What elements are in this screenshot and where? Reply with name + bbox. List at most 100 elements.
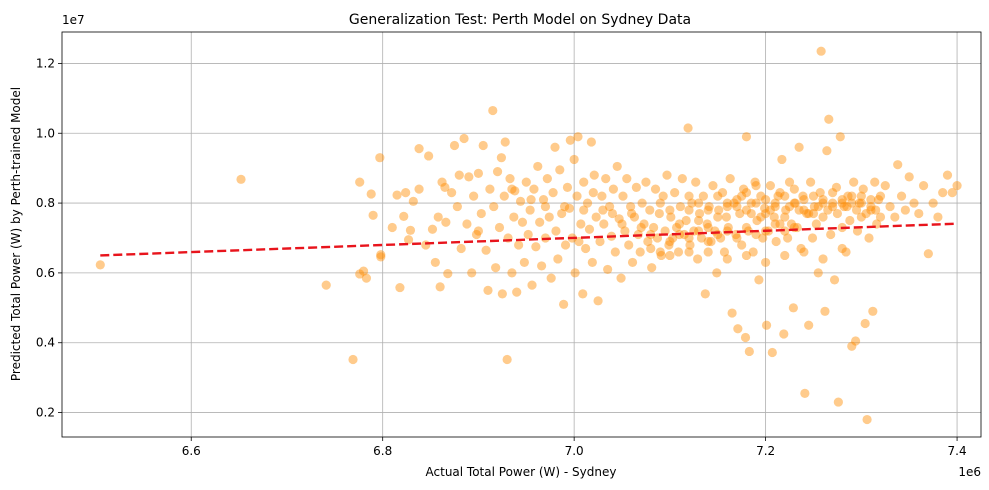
scatter-point (909, 198, 919, 208)
scatter-point (761, 320, 772, 330)
scatter-point (665, 250, 675, 261)
scatter-point (835, 132, 845, 142)
scatter-point (671, 222, 682, 233)
scatter-point (681, 215, 691, 226)
grid (62, 32, 981, 437)
scatter-point (537, 261, 547, 271)
scatter-point (617, 219, 627, 229)
x-axis-ticks: 6.6 6.8 7.0 7.2 7.4 (182, 437, 967, 458)
scatter-point (716, 233, 726, 243)
scatter-point (375, 153, 385, 163)
scatter-point (802, 208, 812, 219)
scatter-point (706, 236, 716, 247)
scatter-point (573, 132, 583, 142)
scatter-point (321, 280, 331, 290)
scatter-point (761, 194, 771, 205)
scatter-point (737, 191, 747, 201)
scatter-point (687, 198, 697, 208)
scatter-point (684, 191, 694, 201)
scatter-point (421, 240, 431, 250)
scatter-point (758, 233, 768, 243)
scatter-point (665, 236, 675, 247)
scatter-point (896, 191, 907, 201)
scatter-point (433, 212, 443, 222)
scatter-point (737, 240, 747, 250)
scatter-point (405, 225, 416, 235)
y-tick-label: 0.4 (36, 336, 55, 350)
scatter-point (95, 260, 105, 270)
scatter-point (639, 219, 649, 229)
scatter-point (746, 208, 756, 219)
scatter-point (496, 153, 506, 163)
scatter-point (502, 354, 512, 365)
scatter-point (717, 188, 728, 198)
scatter-point (608, 184, 619, 194)
scatter-point (449, 140, 460, 151)
scatter-point (618, 191, 628, 201)
scatter-point (808, 208, 819, 219)
scatter-point (557, 208, 567, 219)
scatter-point (473, 226, 484, 236)
scatter-point (551, 226, 561, 236)
scatter-point (684, 247, 694, 257)
scatter-point (674, 219, 685, 229)
scatter-point (679, 229, 689, 240)
scatter-point (424, 151, 434, 161)
y-tick-label: 0.6 (36, 266, 55, 280)
scatter-point (607, 208, 618, 219)
scatter-point (589, 170, 599, 180)
scatter-point (928, 198, 938, 208)
scatter-point (454, 170, 464, 180)
scatter-point (893, 160, 903, 170)
scatter-point (751, 181, 761, 191)
scatter-point (355, 269, 365, 279)
scatter-point (824, 114, 834, 124)
scatter-point (818, 254, 828, 264)
scatter-point (614, 214, 624, 224)
scatter-point (593, 296, 603, 306)
scatter-point (376, 250, 386, 260)
scatter-point (447, 188, 457, 198)
scatter-point (546, 273, 556, 283)
scatter-point (564, 203, 574, 213)
scatter-point (732, 194, 742, 205)
scatter-point (392, 190, 402, 200)
scatter-point (703, 222, 713, 233)
scatter-point (612, 161, 622, 172)
scatter-point (700, 289, 710, 299)
scatter-point (783, 233, 793, 243)
scatter-point (775, 219, 785, 229)
scatter-point (348, 354, 358, 365)
y-tick-label: 0.2 (36, 406, 55, 420)
scatter-point (719, 247, 730, 257)
scatter-point (588, 188, 598, 198)
scatter-point (741, 205, 752, 215)
scatter-point (784, 201, 795, 212)
scatter-point (581, 243, 591, 254)
scatter-point (658, 191, 668, 201)
scatter-point (871, 205, 881, 215)
scatter-point (756, 212, 766, 222)
scatter-point (572, 191, 582, 201)
scatter-point (780, 250, 790, 261)
scatter-point (781, 205, 791, 215)
trend-line-group (100, 222, 958, 257)
scatter-point (626, 201, 636, 212)
scatter-point (673, 247, 684, 257)
scatter-point (771, 236, 781, 247)
scatter-point (478, 140, 488, 151)
scatter-point (693, 198, 704, 208)
scatter-point (560, 240, 571, 250)
scatter-point (569, 154, 579, 165)
scatter-point (741, 132, 752, 142)
scatter-point (900, 205, 910, 215)
scatter-point (890, 212, 900, 222)
scatter-point (873, 194, 884, 205)
scatter-point (521, 177, 531, 187)
scatter-point (837, 243, 847, 254)
scatter-point (818, 198, 828, 208)
scatter-point (923, 249, 933, 259)
scatter-point (656, 250, 666, 261)
scatter-point (655, 247, 665, 257)
scatter-point (800, 388, 810, 398)
